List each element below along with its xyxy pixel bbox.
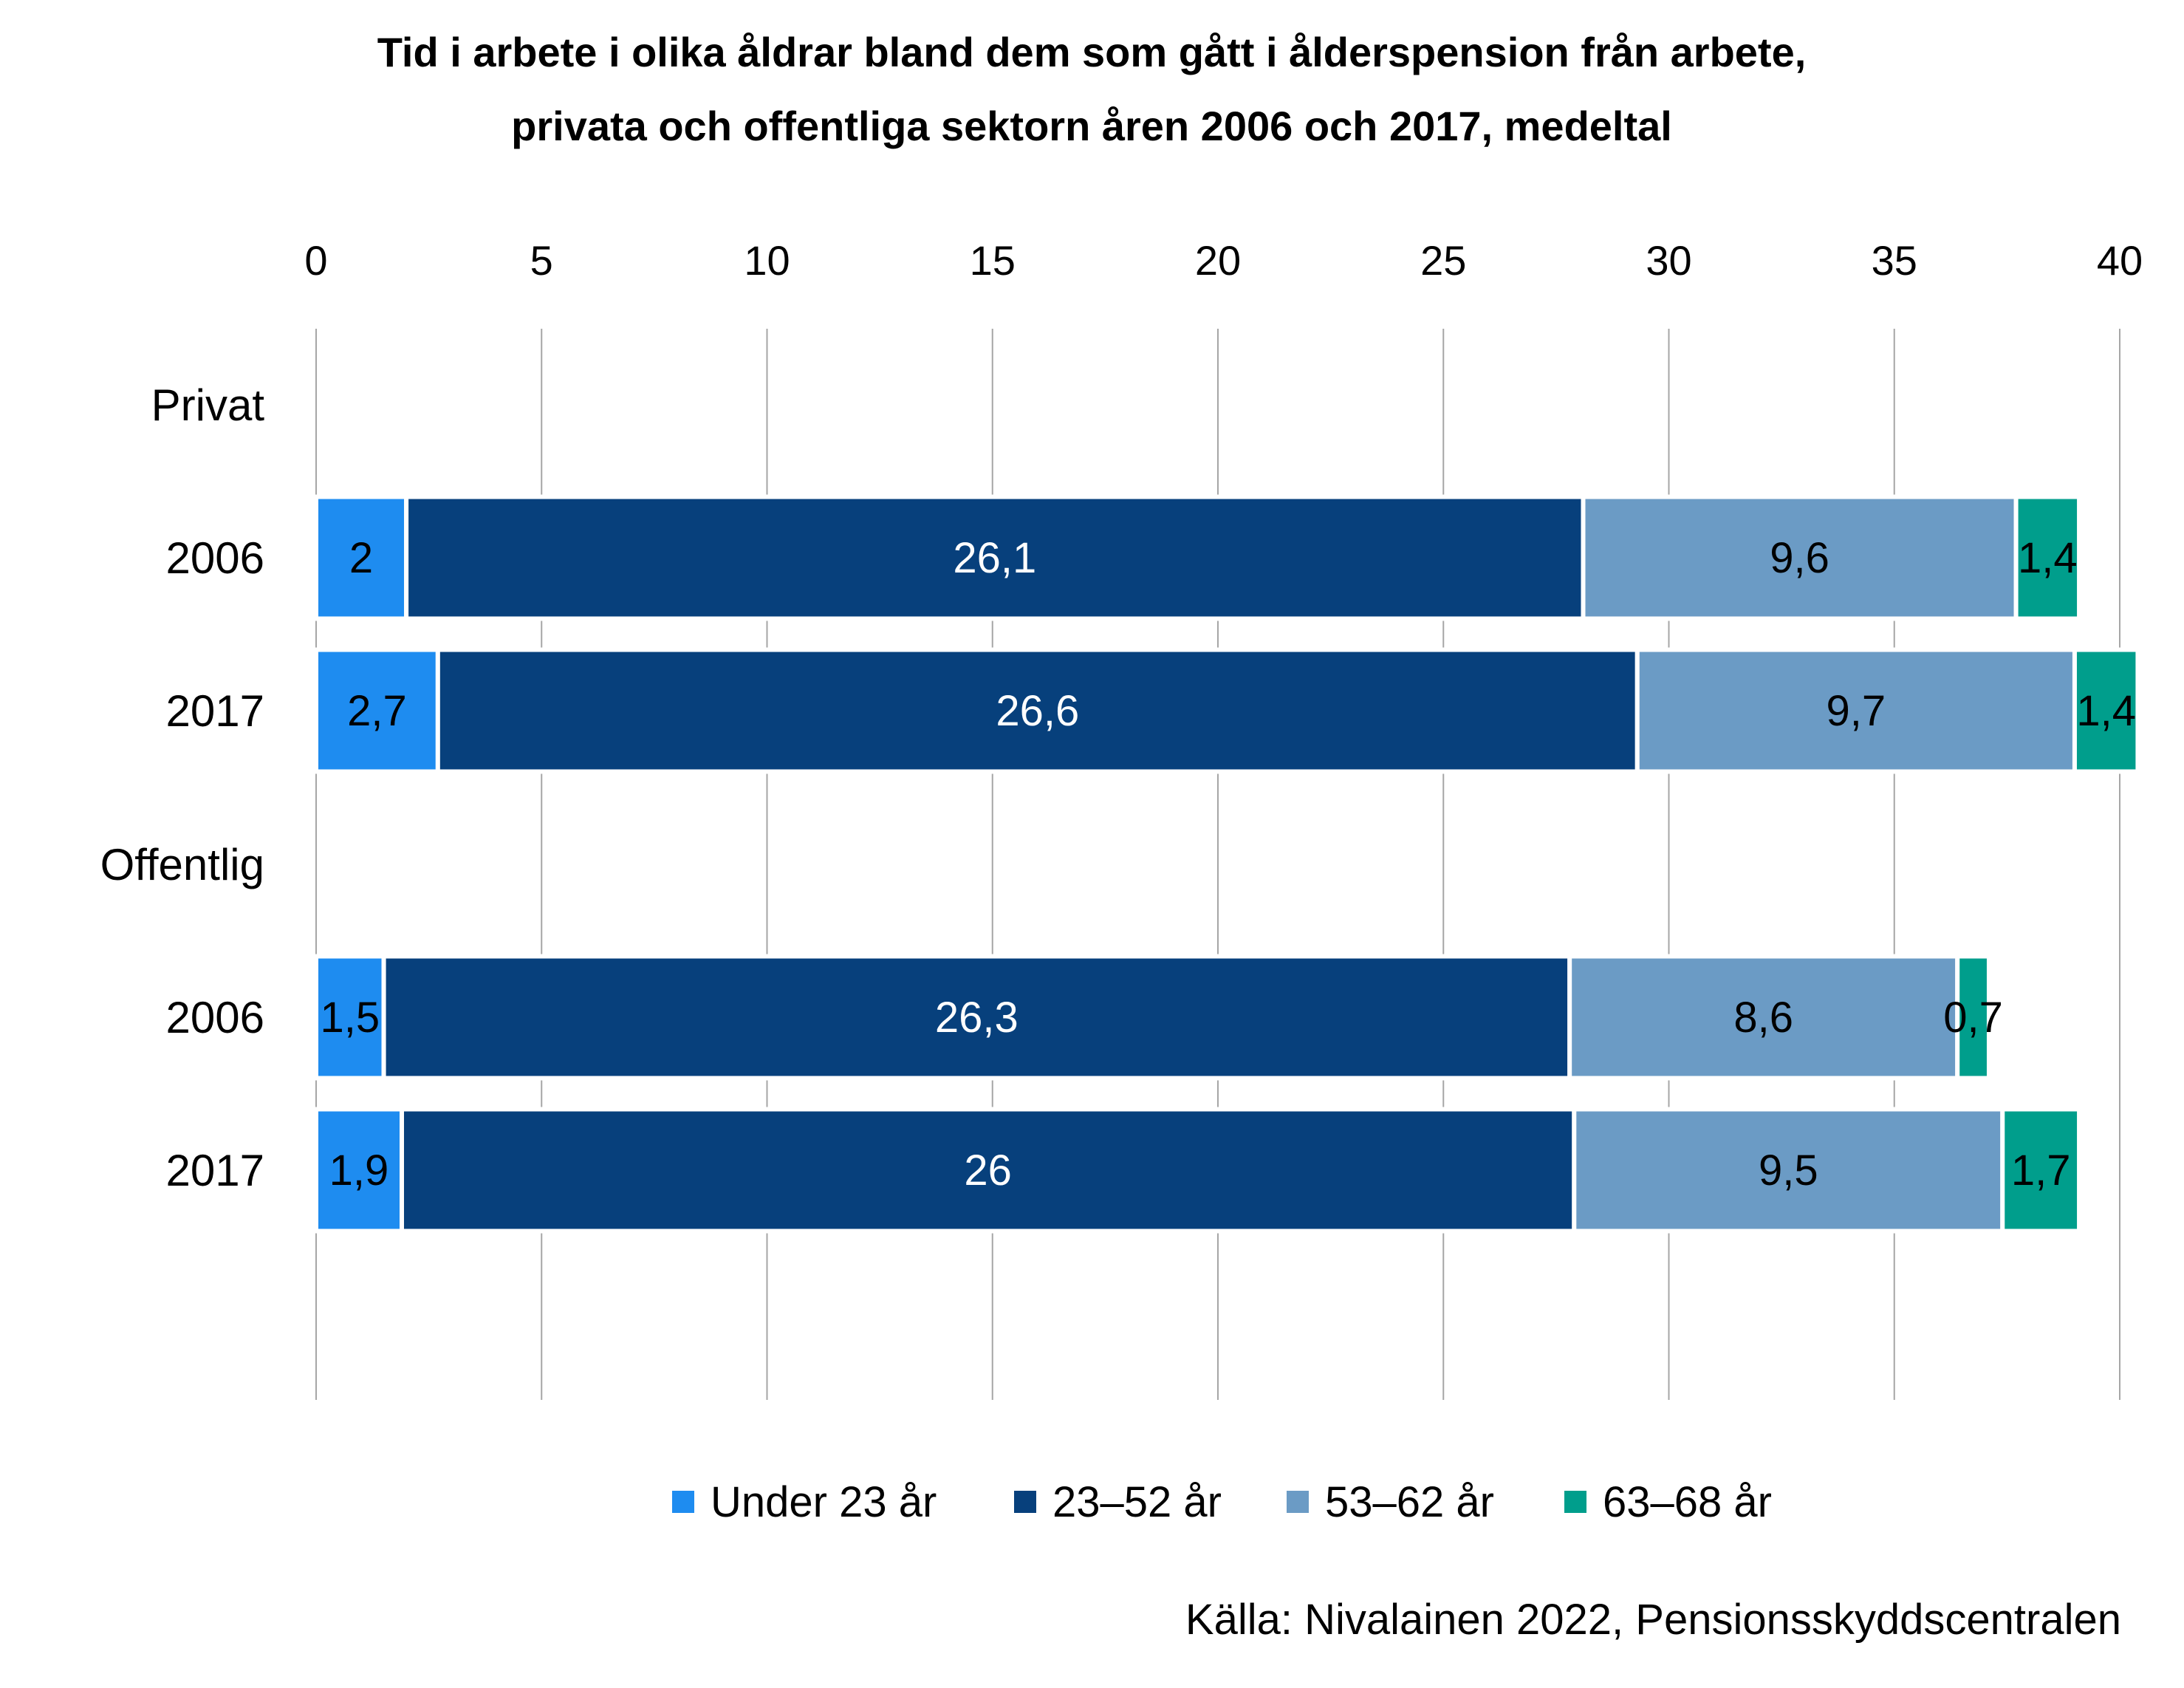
bar-segment	[1567, 954, 1960, 1081]
data-label: 1,4	[2076, 687, 2136, 735]
legend-label: Under 23 år	[711, 1478, 937, 1526]
data-label: 1,9	[329, 1147, 389, 1195]
data-label: 1,7	[2011, 1147, 2071, 1195]
data-label: 9,7	[1827, 687, 1886, 735]
x-tick-label: 40	[2097, 237, 2143, 284]
data-label: 1,4	[2018, 534, 2078, 582]
bar-segment	[404, 494, 1586, 621]
data-label: 1,5	[320, 994, 380, 1042]
category-label: 2006	[166, 993, 264, 1042]
data-label: 0,7	[1943, 994, 2003, 1042]
x-tick-label: 15	[970, 237, 1016, 284]
data-label: 26,6	[996, 687, 1079, 735]
bar-segment	[1572, 1107, 2005, 1234]
category-label: 2006	[166, 533, 264, 583]
category-label: 2017	[166, 686, 264, 736]
chart-title-line-1: Tid i arbete i olika åldrar bland dem so…	[377, 29, 1807, 75]
bar-segment	[381, 954, 1572, 1081]
legend-label: 53–62 år	[1325, 1478, 1494, 1526]
group-label: Offentlig	[100, 840, 264, 889]
data-label: 8,6	[1733, 994, 1793, 1042]
bar-segment	[1955, 954, 1991, 1081]
chart-title: Tid i arbete i olika åldrar bland dem so…	[377, 29, 1807, 149]
x-tick-label: 25	[1420, 237, 1466, 284]
data-label: 2	[349, 534, 373, 582]
data-label: 9,5	[1759, 1147, 1818, 1195]
source-note: Källa: Nivalainen 2022, Pensionsskyddsce…	[1185, 1596, 2121, 1644]
category-labels: Privat 2006 2017 Offentlig 2006 2017	[100, 380, 265, 1195]
legend-swatch	[1014, 1491, 1036, 1513]
bars: 2 26,1 9,6 1,4 2,7 26,6 9,7 1,4 1,5 26,3 8,6 0,7 1,9…	[314, 494, 2140, 1234]
bar-segment	[435, 647, 1640, 774]
legend-label: 23–52 år	[1052, 1478, 1222, 1526]
bar-segment	[2000, 1107, 2082, 1234]
data-label: 26	[964, 1147, 1012, 1195]
bar-segment	[2072, 647, 2140, 774]
bar-segment	[1581, 494, 2019, 621]
bar-segment	[314, 647, 440, 774]
legend: Under 23 år 23–52 år 53–62 år 63–68 år	[672, 1478, 1772, 1526]
x-tick-label: 0	[304, 237, 327, 284]
x-tick-label: 20	[1195, 237, 1241, 284]
data-label: 9,6	[1770, 534, 1829, 582]
x-tick-label: 30	[1646, 237, 1691, 284]
gridlines	[315, 329, 2120, 1400]
data-label: 26,3	[935, 994, 1019, 1042]
x-axis-ticks: 0 5 10 15 20 25 30 35 40	[304, 237, 2143, 284]
data-label: 2,7	[347, 687, 407, 735]
legend-swatch	[1287, 1491, 1309, 1513]
x-tick-label: 35	[1872, 237, 1917, 284]
legend-label: 63–68 år	[1603, 1478, 1772, 1526]
bar-segment	[314, 954, 386, 1081]
data-label: 26,1	[953, 534, 1036, 582]
legend-swatch	[1564, 1491, 1586, 1513]
x-tick-label: 10	[744, 237, 790, 284]
legend-swatch	[672, 1491, 694, 1513]
bar-segment	[314, 1107, 404, 1234]
chart-title-line-2: privata och offentliga sektorn åren 2006…	[511, 103, 1672, 149]
x-tick-label: 5	[530, 237, 553, 284]
bar-segment	[2013, 494, 2082, 621]
group-label: Privat	[151, 380, 265, 430]
category-label: 2017	[166, 1146, 264, 1195]
bar-segment	[1634, 647, 2077, 774]
